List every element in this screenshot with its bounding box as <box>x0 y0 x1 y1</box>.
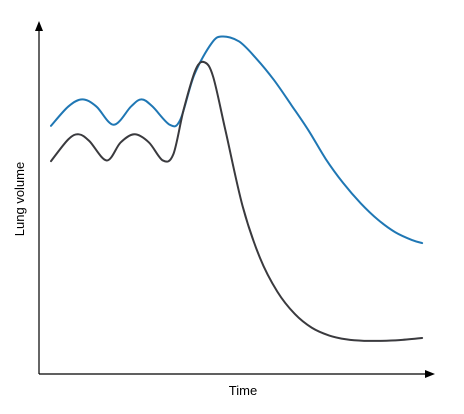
y-axis-arrow-icon <box>35 21 43 31</box>
y-axis-label: Lung volume <box>12 162 27 236</box>
series-line-1 <box>50 35 424 245</box>
x-axis-label: Time <box>229 383 257 398</box>
series-line-2 <box>50 60 424 342</box>
x-axis-arrow-icon <box>425 370 435 378</box>
series-layer <box>50 35 424 342</box>
